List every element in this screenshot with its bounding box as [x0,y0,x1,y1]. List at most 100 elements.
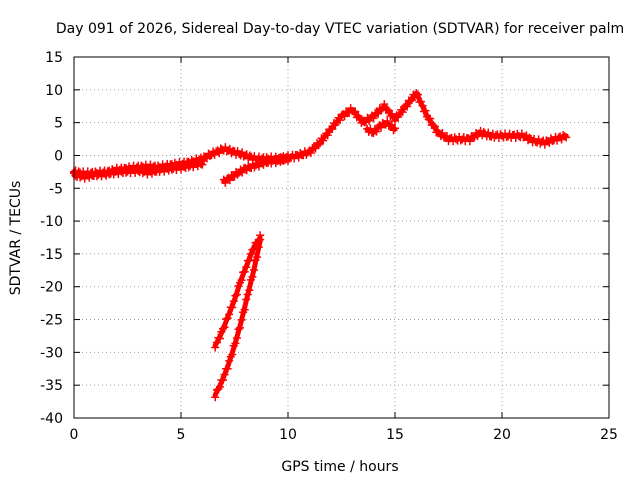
data-point [220,370,229,379]
data-point [223,314,232,323]
data-point [416,97,425,106]
series-lower-noisy-band [70,157,207,183]
data-point [319,136,328,145]
x-tick-label: 15 [386,427,404,443]
data-point [421,106,430,115]
data-point [198,160,207,169]
data-point [234,325,243,334]
y-tick-label: -20 [40,280,63,296]
data-point [237,276,246,285]
data-point [335,116,344,125]
data-point [215,334,224,343]
data-point [212,338,221,347]
data-point [562,133,571,142]
data-point [387,109,396,118]
data-point [420,107,429,116]
y-tick-label: -5 [49,181,63,197]
data-point [406,97,415,106]
data-point [328,125,337,134]
data-point [228,303,237,312]
series-line [212,238,263,398]
data-point [253,253,262,262]
data-point [309,143,318,152]
data-point [221,178,230,187]
y-axis-title: SDTVAR / TECUs [8,181,24,296]
data-point [215,382,224,391]
y-tick-label: -10 [40,214,63,230]
data-point [211,393,220,402]
data-point [246,249,255,258]
tick-layer: 0 5 10 15 20 25 -40 -35 -30 -25 -20 -15 -10 -5 0 5 10 15 [40,50,618,443]
data-point [218,376,227,385]
data-point [398,108,407,117]
data-point [413,90,422,99]
data-point [220,323,229,332]
series-anomaly-loop-upper [211,231,265,352]
data-point [430,122,439,131]
data-point [238,168,247,177]
y-tick-label: 15 [45,50,63,66]
y-tick-label: -40 [40,411,63,427]
data-point [372,127,381,136]
data-point [240,267,249,276]
data-point [418,101,427,110]
data-point [231,291,240,300]
data-point [484,128,493,137]
data-layer [70,89,571,402]
data-point [242,295,251,304]
data-point [380,100,389,109]
data-point [306,149,315,158]
x-tick-label: 0 [70,427,79,443]
data-point [383,116,392,125]
data-point [372,108,381,117]
data-point [248,272,257,281]
data-point [225,310,234,319]
data-point [256,235,265,244]
y-tick-label: 10 [45,83,63,99]
series-afternoon-cluster [363,116,399,138]
data-point [314,140,323,149]
data-point [386,122,395,131]
data-point [403,102,412,111]
data-point [429,121,438,130]
y-tick-label: 0 [54,148,63,164]
data-point [249,266,258,275]
data-point [282,152,291,161]
y-tick-label: 5 [54,116,63,132]
data-point [560,132,569,141]
data-point [211,343,220,352]
data-point [245,286,254,295]
data-point [525,133,534,142]
data-point [254,243,263,252]
series-main-trace [70,89,571,180]
data-point [351,107,360,116]
x-tick-label: 5 [177,427,186,443]
data-point [243,290,252,299]
data-point [236,323,245,332]
data-point [232,334,241,343]
series-anomaly-loop-lower [211,235,265,402]
y-tick-label: -35 [40,378,63,394]
data-point [206,152,215,161]
data-point [426,114,435,123]
data-point [218,324,227,333]
y-tick-label: -30 [40,345,63,361]
data-point [424,115,433,124]
data-point [237,315,246,324]
chart-title: Day 091 of 2026, Sidereal Day-to-day VTE… [56,21,624,37]
plot-frame [73,56,610,419]
data-point [438,129,447,138]
x-axis-title: GPS time / hours [281,459,398,475]
data-point [383,105,392,114]
data-point [222,315,231,324]
data-point [401,101,410,110]
data-point [232,290,241,299]
data-point [225,356,234,365]
data-point [214,333,223,342]
data-point [229,297,238,306]
grid-layer [74,57,609,418]
x-tick-label: 10 [279,427,297,443]
x-tick-label: 25 [600,427,618,443]
y-tick-label: -25 [40,313,63,329]
